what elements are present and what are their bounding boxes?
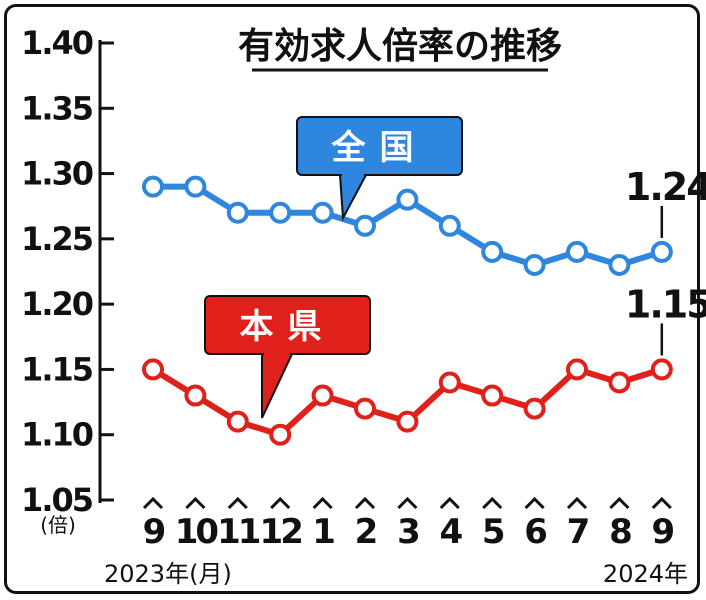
series-label-pointer <box>261 353 294 419</box>
y-tick-label: 1.25 <box>21 220 93 258</box>
y-tick-label: 1.20 <box>21 285 93 323</box>
x-tick-mark <box>482 496 503 510</box>
end-value-label: 1.24 <box>625 165 706 209</box>
data-point <box>354 214 376 237</box>
x-tick-mark <box>270 496 291 510</box>
data-point <box>184 384 207 407</box>
x-axis-end-label: 2024年 <box>603 560 688 588</box>
y-tick-label: 1.15 <box>21 350 93 388</box>
y-tick-label: 1.05 <box>21 481 93 519</box>
x-tick-label: 1 <box>312 512 334 552</box>
data-point <box>226 201 249 224</box>
x-tick-mark <box>312 496 333 510</box>
x-tick-label: 9 <box>651 512 673 552</box>
data-point <box>650 240 673 263</box>
data-point <box>354 397 376 420</box>
x-tick-label: 5 <box>482 512 504 552</box>
x-tick-label: 7 <box>567 512 588 552</box>
data-point <box>481 384 504 407</box>
data-point <box>438 371 461 394</box>
data-point <box>523 253 546 276</box>
x-tick-mark <box>397 496 418 510</box>
x-tick-mark <box>142 496 164 510</box>
data-point <box>608 253 631 276</box>
data-point <box>396 188 419 211</box>
chart-title: 有効求人倍率の推移 <box>238 26 562 67</box>
y-tick-label: 1.40 <box>21 24 93 62</box>
data-point <box>142 175 164 198</box>
series-label: 本県 <box>240 307 336 347</box>
data-point <box>269 201 292 224</box>
x-tick-label: 9 <box>143 512 165 552</box>
data-point <box>311 384 334 407</box>
data-point <box>523 397 546 420</box>
y-tick-label: 1.10 <box>21 416 93 454</box>
x-tick-mark <box>439 496 460 510</box>
y-tick-label: 1.30 <box>21 155 93 193</box>
y-tick-label: 1.35 <box>21 89 93 127</box>
series-group: 全国 1.24 本県 1.15 <box>142 116 706 446</box>
data-point <box>184 175 207 198</box>
x-tick-mark <box>609 496 630 510</box>
x-tick-mark <box>185 496 206 510</box>
x-tick-label: 12 <box>260 512 302 552</box>
series-label-joint <box>342 172 364 177</box>
data-point <box>226 410 249 433</box>
series-label: 全国 <box>331 128 428 168</box>
x-tick-mark <box>524 496 545 510</box>
x-tick-label: 10 <box>175 512 219 552</box>
y-axis-unit: (倍) <box>40 513 76 537</box>
data-point <box>608 371 631 394</box>
x-tick-label: 8 <box>609 512 631 552</box>
x-axis-ticks: 9 10 11 12 1 2 3 4 5 6 7 8 9 <box>142 496 676 552</box>
series-1: 全国 1.24 <box>142 116 706 276</box>
x-tick-label: 4 <box>439 512 462 552</box>
data-point <box>481 240 504 263</box>
data-point <box>650 358 673 381</box>
x-tick-label: 2 <box>355 512 376 552</box>
data-point <box>566 240 588 263</box>
series-label-pointer <box>338 174 368 222</box>
data-point <box>311 201 334 224</box>
y-axis-ticks: 1.40 1.35 1.30 1.25 1.20 1.15 1.10 1.05 <box>21 24 114 519</box>
end-value-label: 1.15 <box>625 282 706 326</box>
data-point <box>142 358 164 381</box>
chart-title-group: 有効求人倍率の推移 <box>238 26 562 72</box>
series-label-joint <box>264 351 290 356</box>
series-label-box <box>296 116 463 176</box>
series-2: 本県 1.15 <box>142 282 706 446</box>
x-axis-start-label: 2023年(月) <box>104 560 232 588</box>
x-tick-label: 6 <box>524 512 546 552</box>
data-point <box>396 410 419 433</box>
x-tick-mark <box>651 496 672 510</box>
x-tick-mark <box>227 496 248 510</box>
data-point <box>438 214 461 237</box>
x-tick-mark <box>354 496 376 510</box>
data-point <box>566 358 588 381</box>
x-tick-label: 3 <box>397 512 418 552</box>
x-tick-mark <box>566 496 588 510</box>
data-point <box>269 423 292 446</box>
x-tick-label: 11 <box>217 512 260 552</box>
